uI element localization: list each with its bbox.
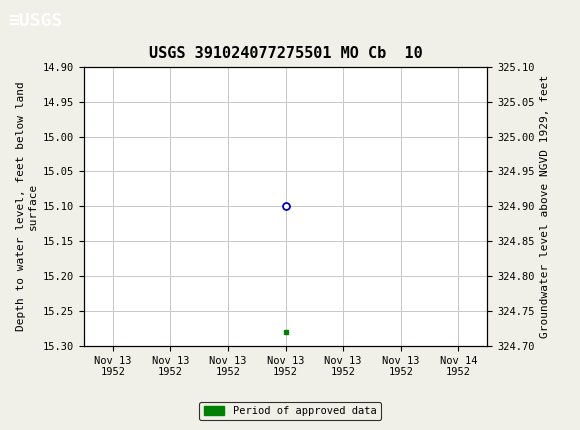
Legend: Period of approved data: Period of approved data: [200, 402, 380, 421]
Title: USGS 391024077275501 MO Cb  10: USGS 391024077275501 MO Cb 10: [149, 46, 422, 61]
Y-axis label: Depth to water level, feet below land
surface: Depth to water level, feet below land su…: [16, 82, 38, 331]
Text: ≡USGS: ≡USGS: [9, 12, 63, 31]
Y-axis label: Groundwater level above NGVD 1929, feet: Groundwater level above NGVD 1929, feet: [540, 75, 550, 338]
